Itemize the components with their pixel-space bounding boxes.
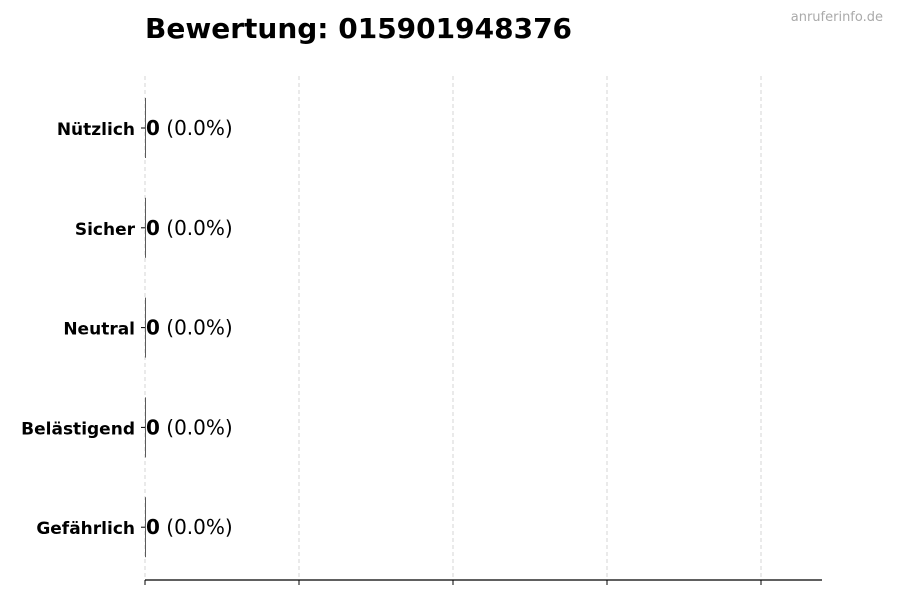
data-label: 0 (0.0%) [146, 415, 233, 439]
percent-label: (0.0%) [160, 316, 233, 340]
data-label: 0 (0.0%) [146, 216, 233, 240]
value-label: 0 [146, 515, 160, 539]
bar-4 [145, 497, 146, 558]
y-tick-label: Belästigend [21, 419, 135, 439]
percent-label: (0.0%) [160, 515, 233, 539]
percent-label: (0.0%) [160, 216, 233, 240]
data-label: 0 (0.0%) [146, 515, 233, 539]
data-label: 0 (0.0%) [146, 316, 233, 340]
bar-2 [145, 297, 146, 358]
percent-label: (0.0%) [160, 116, 233, 140]
y-tick-label: Gefährlich [36, 519, 135, 539]
watermark: anruferinfo.de [790, 10, 883, 25]
y-tick-label: Neutral [63, 320, 135, 340]
bar-3 [145, 397, 146, 458]
value-label: 0 [146, 216, 160, 240]
y-tick-label: Nützlich [57, 120, 135, 140]
bar-1 [145, 197, 146, 258]
value-label: 0 [146, 116, 160, 140]
data-label: 0 (0.0%) [146, 116, 233, 140]
percent-label: (0.0%) [160, 415, 233, 439]
chart-title: Bewertung: 015901948376 [145, 12, 573, 45]
y-tick-label: Sicher [75, 220, 136, 240]
value-label: 0 [146, 316, 160, 340]
bar-0 [145, 98, 146, 158]
value-label: 0 [146, 415, 160, 439]
